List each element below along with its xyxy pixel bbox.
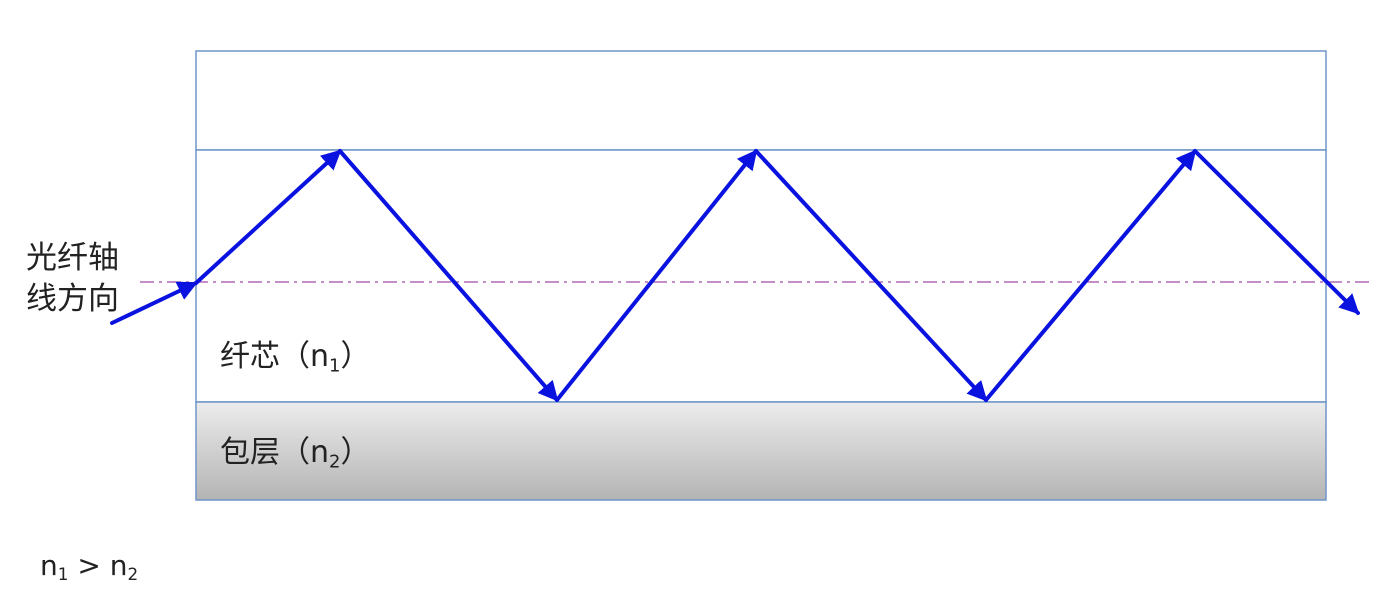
upper-region — [195, 50, 1327, 151]
ray-segment-incident — [110, 281, 198, 325]
ray-segment-4 — [754, 149, 988, 402]
axis-label-line-1: 光纤轴 — [26, 240, 119, 276]
core-label-text: 纤芯（n — [220, 339, 330, 374]
relation-left-subscript: 1 — [57, 564, 69, 585]
fiber-cladding — [195, 401, 1327, 501]
ray-segment-6 — [1193, 149, 1360, 315]
relation-operator: > — [68, 549, 110, 582]
ray-segment-3 — [555, 149, 758, 402]
ray-segment-1 — [194, 149, 342, 285]
axis-label-line-2: 线方向 — [26, 281, 119, 317]
fiber-core — [195, 149, 1327, 403]
cladding-label: 包层（n2） — [220, 433, 370, 473]
core-index-subscript: 1 — [329, 355, 341, 377]
cladding-label-text: 包层（n — [220, 435, 330, 470]
ray-segment-2 — [338, 149, 559, 402]
relation-right: n — [109, 549, 128, 582]
ray-segment-5 — [984, 149, 1197, 402]
core-label: 纤芯（n1） — [220, 337, 370, 377]
relation-left: n — [40, 549, 58, 582]
light-ray-path — [110, 149, 1360, 402]
fiber-axis-direction-label: 光纤轴 线方向 — [26, 238, 119, 320]
core-label-close: ） — [340, 339, 371, 374]
refractive-index-relation: n1 > n2 — [40, 547, 138, 585]
relation-right-subscript: 2 — [127, 564, 139, 585]
cladding-label-close: ） — [340, 435, 371, 470]
cladding-index-subscript: 2 — [329, 451, 341, 473]
